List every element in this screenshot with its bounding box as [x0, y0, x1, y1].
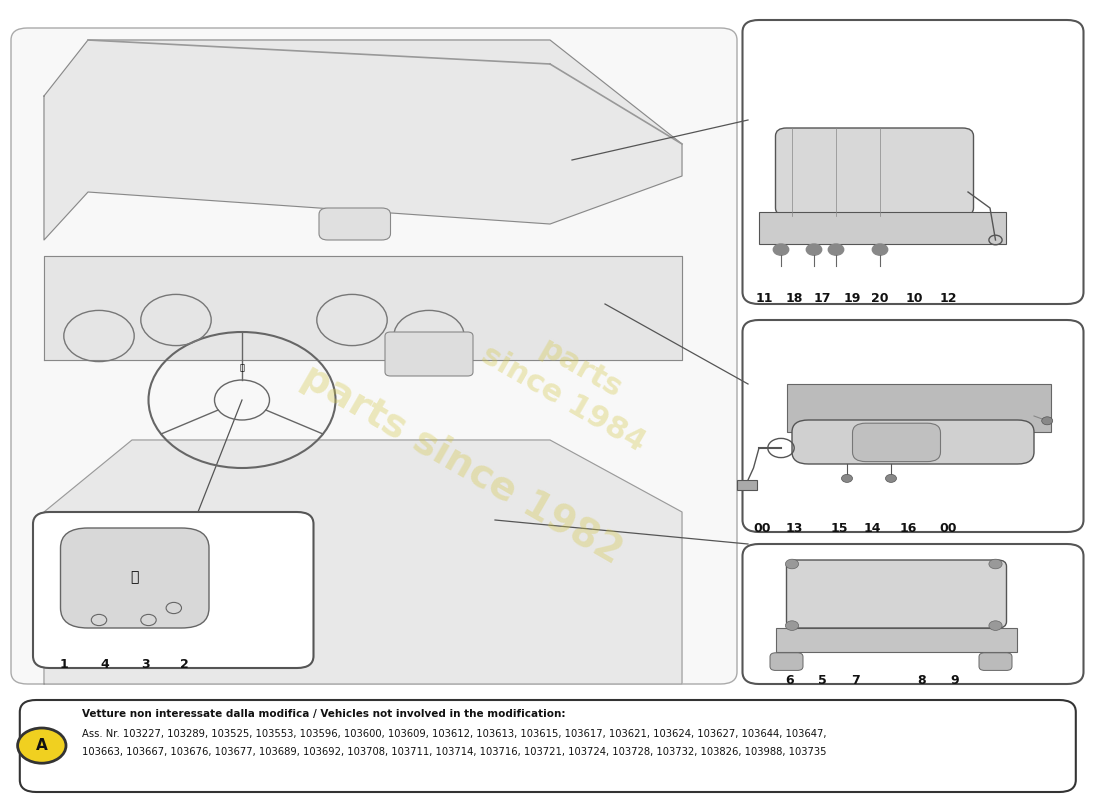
FancyBboxPatch shape — [792, 420, 1034, 464]
FancyBboxPatch shape — [852, 423, 940, 462]
Text: 3: 3 — [141, 658, 150, 670]
FancyBboxPatch shape — [786, 560, 1007, 628]
Text: 15: 15 — [830, 522, 848, 534]
Text: parts since 1982: parts since 1982 — [295, 357, 629, 571]
Circle shape — [785, 621, 799, 630]
FancyBboxPatch shape — [759, 212, 1006, 244]
Text: 6: 6 — [785, 674, 794, 686]
Text: 9: 9 — [950, 674, 959, 686]
Text: 5: 5 — [818, 674, 827, 686]
Text: 🐎: 🐎 — [130, 570, 139, 585]
FancyBboxPatch shape — [786, 384, 1050, 432]
Text: Vetture non interessate dalla modifica / Vehicles not involved in the modificati: Vetture non interessate dalla modifica /… — [82, 709, 566, 718]
FancyBboxPatch shape — [742, 320, 1084, 532]
Text: Ass. Nr. 103227, 103289, 103525, 103553, 103596, 103600, 103609, 103612, 103613,: Ass. Nr. 103227, 103289, 103525, 103553,… — [82, 730, 827, 739]
Text: 00: 00 — [754, 522, 771, 534]
Polygon shape — [44, 256, 682, 360]
FancyBboxPatch shape — [33, 512, 314, 668]
Circle shape — [1042, 417, 1053, 425]
Circle shape — [773, 244, 789, 255]
Text: 7: 7 — [851, 674, 860, 686]
Circle shape — [842, 474, 852, 482]
FancyBboxPatch shape — [20, 700, 1076, 792]
FancyBboxPatch shape — [776, 628, 1018, 652]
FancyBboxPatch shape — [11, 28, 737, 684]
Circle shape — [785, 559, 799, 569]
Text: 20: 20 — [871, 292, 889, 305]
Text: 103663, 103667, 103676, 103677, 103689, 103692, 103708, 103711, 103714, 103716, : 103663, 103667, 103676, 103677, 103689, … — [82, 747, 827, 757]
Polygon shape — [44, 40, 682, 240]
Text: 14: 14 — [864, 522, 881, 534]
Polygon shape — [44, 440, 682, 684]
Circle shape — [872, 244, 888, 255]
Text: 12: 12 — [939, 292, 957, 305]
FancyBboxPatch shape — [776, 128, 974, 216]
Circle shape — [806, 244, 822, 255]
Circle shape — [989, 559, 1002, 569]
Text: 16: 16 — [900, 522, 917, 534]
Text: 11: 11 — [756, 292, 773, 305]
FancyBboxPatch shape — [385, 332, 473, 376]
Circle shape — [828, 244, 844, 255]
Text: 17: 17 — [814, 292, 832, 305]
Text: 10: 10 — [905, 292, 923, 305]
Text: 8: 8 — [917, 674, 926, 686]
Circle shape — [18, 728, 66, 763]
Text: 13: 13 — [785, 522, 803, 534]
Text: 1: 1 — [59, 658, 68, 670]
FancyBboxPatch shape — [319, 208, 390, 240]
Text: parts
since 1984: parts since 1984 — [476, 310, 668, 458]
Circle shape — [989, 621, 1002, 630]
Text: 00: 00 — [939, 522, 957, 534]
FancyBboxPatch shape — [979, 653, 1012, 670]
FancyBboxPatch shape — [770, 653, 803, 670]
FancyBboxPatch shape — [60, 528, 209, 628]
Text: A: A — [36, 738, 47, 753]
FancyBboxPatch shape — [742, 544, 1084, 684]
Circle shape — [886, 474, 896, 482]
FancyBboxPatch shape — [742, 20, 1084, 304]
Text: 🐎: 🐎 — [240, 363, 244, 373]
Text: 18: 18 — [785, 292, 803, 305]
FancyBboxPatch shape — [737, 480, 757, 490]
Text: 2: 2 — [180, 658, 189, 670]
Text: 4: 4 — [100, 658, 109, 670]
Text: 19: 19 — [844, 292, 861, 305]
